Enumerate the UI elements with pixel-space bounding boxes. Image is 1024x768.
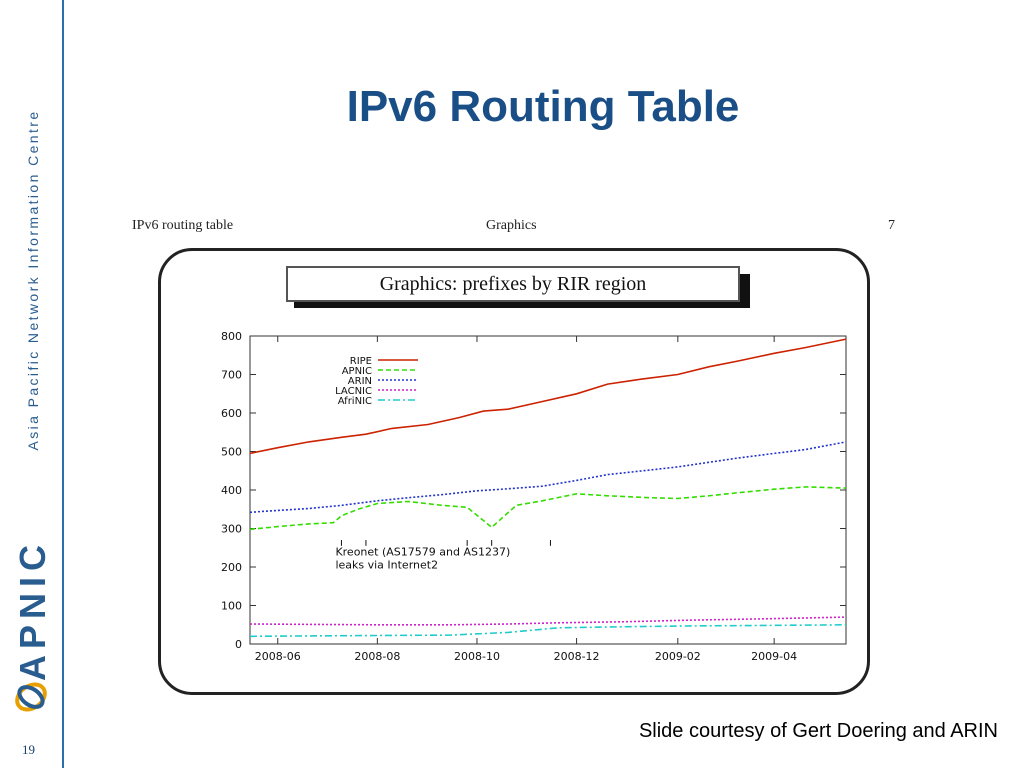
x-tick-label: 2009-02 xyxy=(655,650,701,663)
series-line-arin xyxy=(249,441,847,514)
legend-label: LACNIC xyxy=(335,386,372,397)
x-tick-label: 2008-08 xyxy=(354,650,400,663)
y-tick-label: 800 xyxy=(221,330,242,343)
y-tick-label: 300 xyxy=(221,523,242,536)
y-tick-label: 0 xyxy=(235,638,242,651)
legend-label: AfriNIC xyxy=(338,396,372,407)
annotation-text: leaks via Internet2 xyxy=(335,558,438,571)
legend-label: RIPE xyxy=(350,356,372,367)
series-line-afrinic xyxy=(249,624,847,638)
x-tick-label: 2008-12 xyxy=(554,650,600,663)
embedded-slide: IPv6 routing table Graphics 7 Graphics: … xyxy=(118,196,1000,712)
prefix-chart: 0 100 200 300 400 500 600 700 800 2008-06 2008-08 2… xyxy=(221,330,847,663)
embedded-header-left: IPv6 routing table xyxy=(132,218,234,233)
x-tick-label: 2009-04 xyxy=(751,650,797,663)
series-line-ripe xyxy=(249,338,847,455)
y-tick-label: 500 xyxy=(221,446,242,459)
series-line-lacnic xyxy=(249,616,847,626)
plot-area xyxy=(249,335,847,645)
slide-title: IPv6 Routing Table xyxy=(346,82,740,131)
y-tick-label: 100 xyxy=(221,600,242,613)
apnic-logo-icon xyxy=(15,682,47,712)
embedded-header-center: Graphics xyxy=(486,218,537,233)
chart-frame xyxy=(158,248,870,695)
page-number: 19 xyxy=(22,742,35,757)
slide-credit: Slide courtesy of Gert Doering and ARIN xyxy=(638,720,998,742)
x-tick-label: 2008-10 xyxy=(454,650,500,663)
sidebar: Asia Pacific Network Information Centre … xyxy=(0,0,64,768)
graphic-title: Graphics: prefixes by RIR region xyxy=(286,266,740,302)
legend-label: ARIN xyxy=(348,376,372,387)
annotation-text: Kreonet (AS17579 and AS1237) xyxy=(335,545,510,558)
x-tick-label: 2008-06 xyxy=(255,650,301,663)
embedded-header-right: 7 xyxy=(888,218,895,233)
org-name-vertical: Asia Pacific Network Information Centre xyxy=(25,109,41,451)
series-line-apnic xyxy=(249,486,847,531)
legend-label: APNIC xyxy=(342,366,372,377)
y-tick-label: 600 xyxy=(221,407,242,420)
y-tick-label: 200 xyxy=(221,561,242,574)
y-tick-label: 400 xyxy=(221,484,242,497)
y-tick-label: 700 xyxy=(221,369,242,382)
apnic-logo-text: APNIC xyxy=(12,538,53,682)
